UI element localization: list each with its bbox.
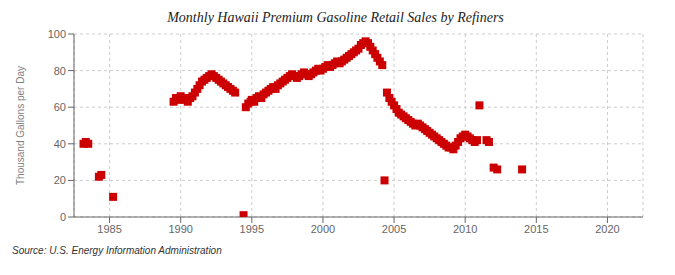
svg-text:2005: 2005 [382,223,406,235]
svg-text:20: 20 [54,174,66,186]
html-text:Source: U.S. Energy Informatio: Source: U.S. Energy Information Administ… [12,245,222,256]
svg-text:1995: 1995 [240,223,264,235]
svg-text:80: 80 [54,65,66,77]
html-text:Monthly Hawaii Premium Gasolin: Monthly Hawaii Premium Gasoline Retail S… [167,10,504,25]
svg-text:2015: 2015 [524,223,548,235]
svg-text:2010: 2010 [453,223,477,235]
svg-text:1985: 1985 [97,223,121,235]
svg-text:2020: 2020 [595,223,619,235]
svg-text:2000: 2000 [311,223,335,235]
svg-text:100: 100 [48,28,66,40]
svg-text:Thousand Gallons per Day: Thousand Gallons per Day [15,66,26,185]
svg-text:60: 60 [54,101,66,113]
svg-text:40: 40 [54,138,66,150]
svg-text:0: 0 [60,211,66,223]
svg-text:1990: 1990 [168,223,192,235]
